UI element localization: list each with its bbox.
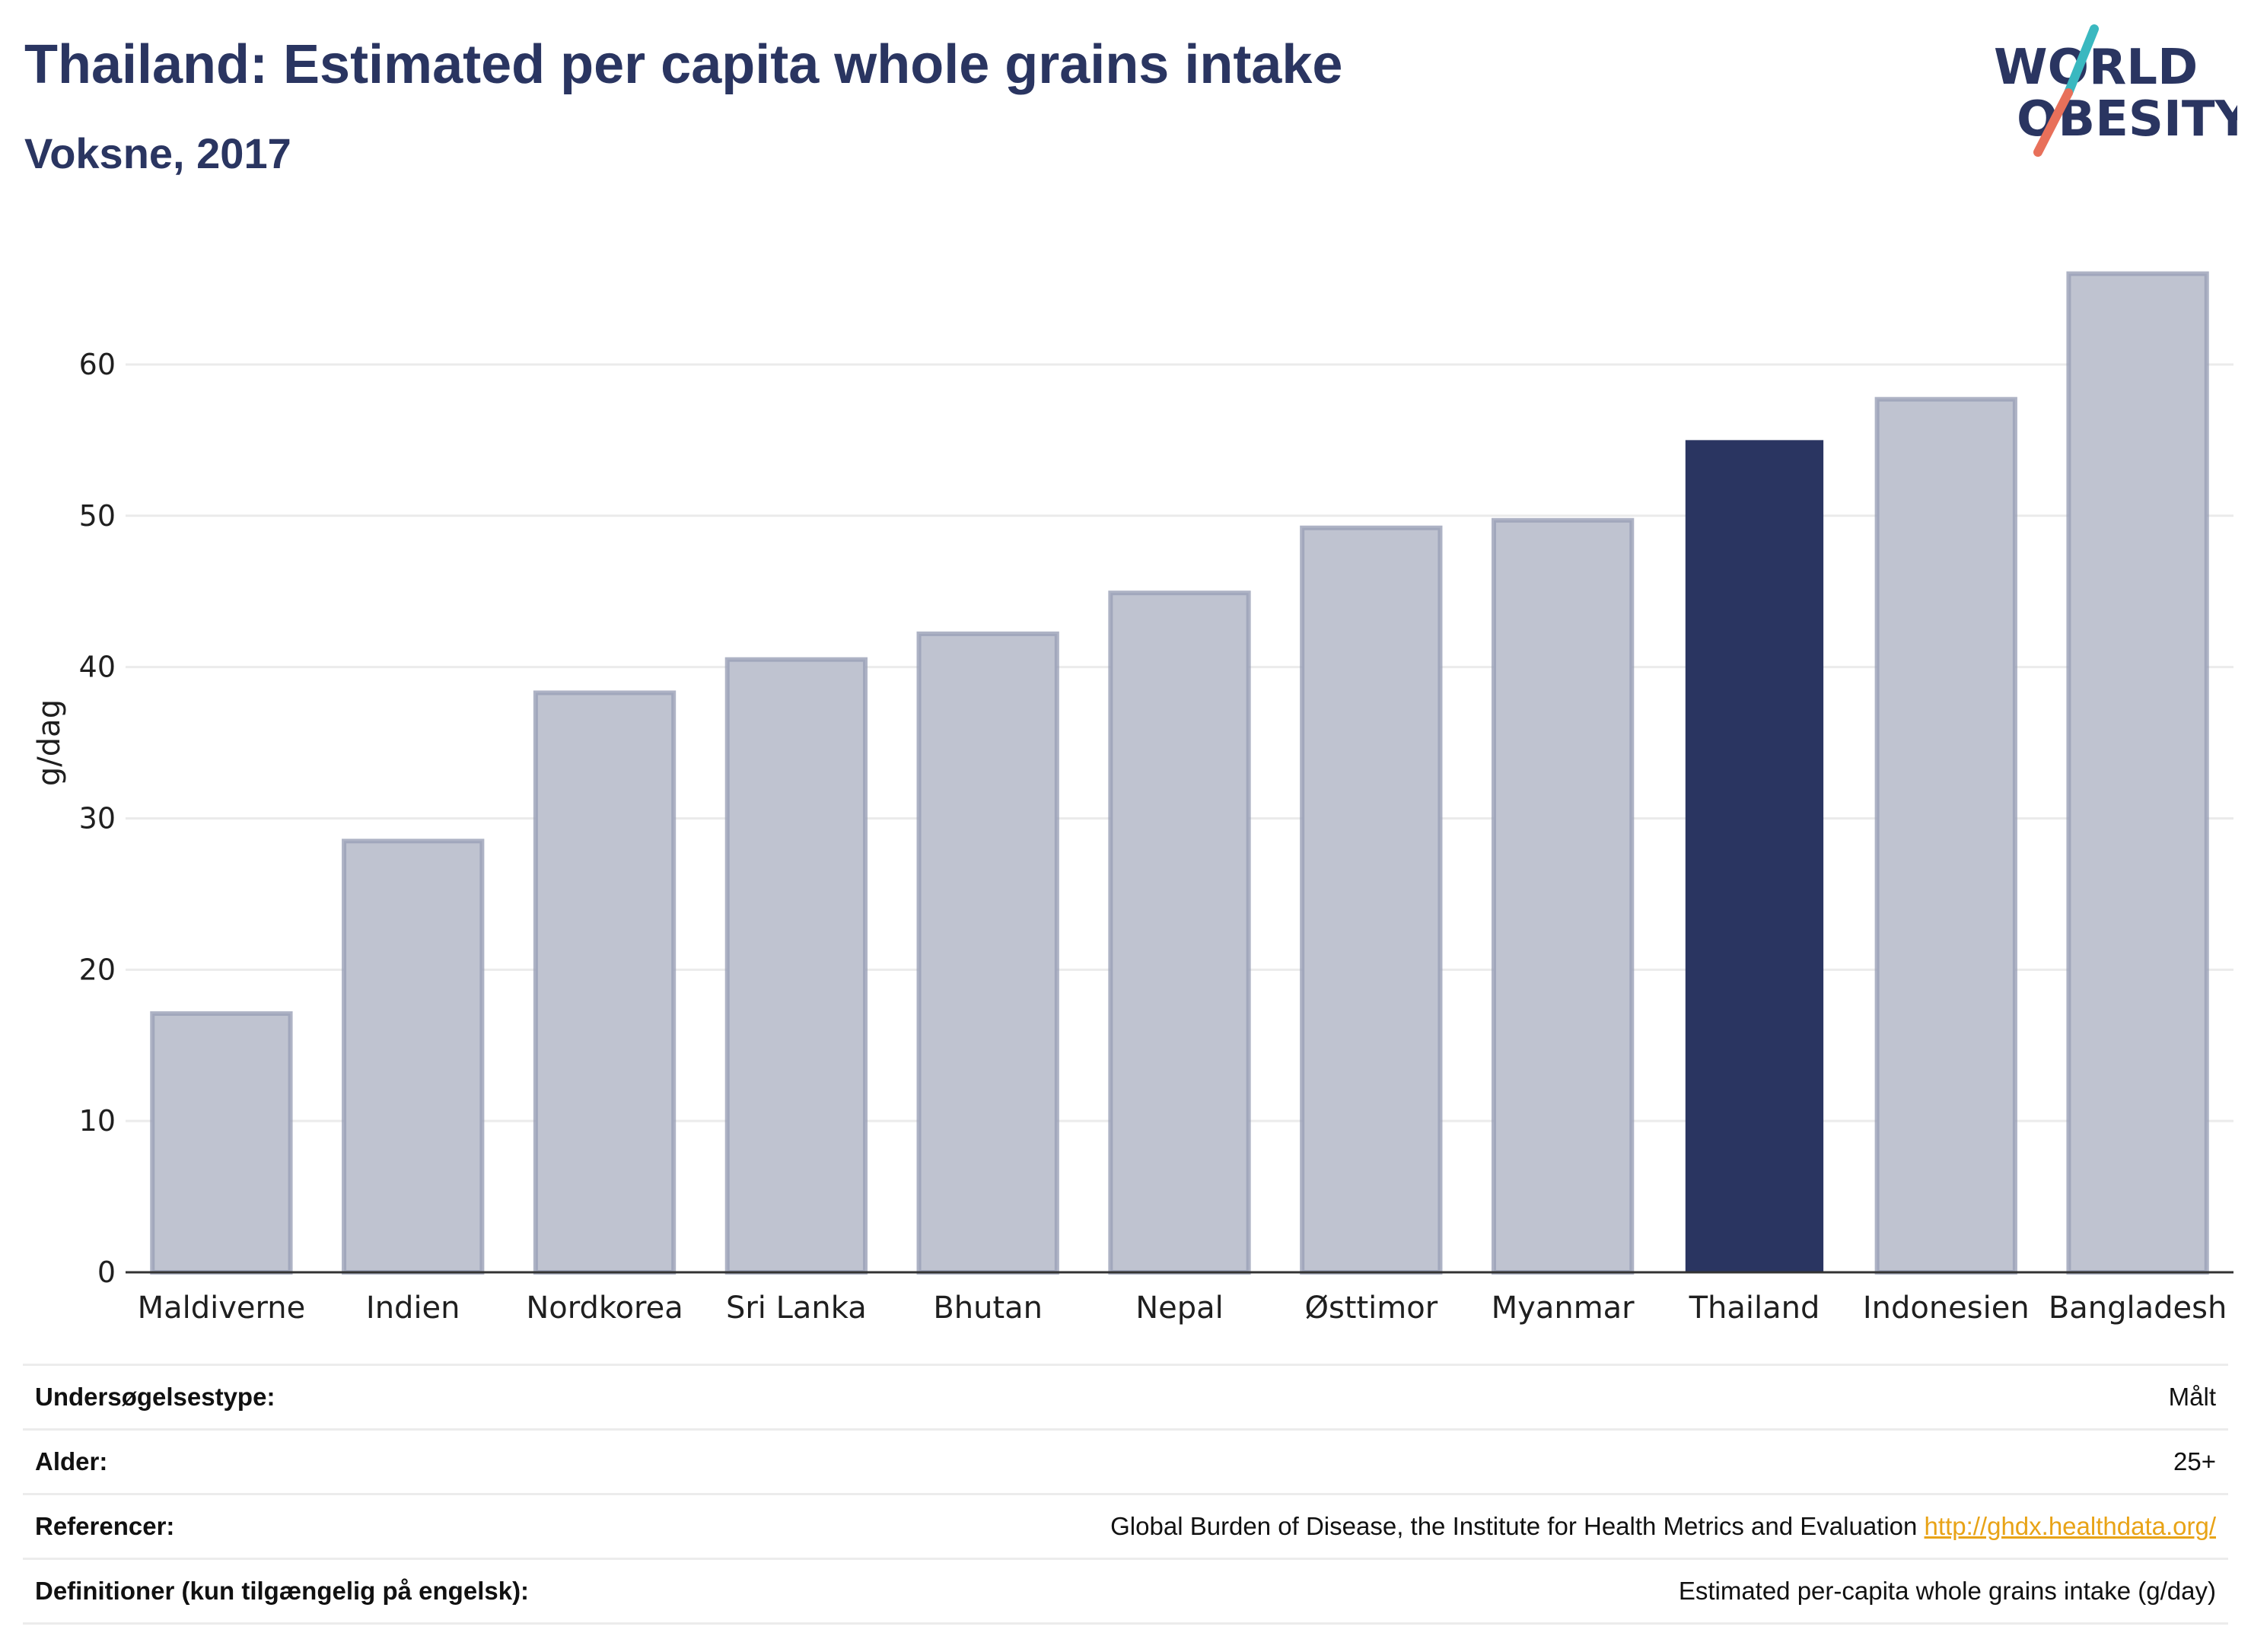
x-tick-label: Myanmar [1492,1291,1635,1326]
y-tick-label: 0 [97,1256,116,1289]
y-tick-label: 20 [79,953,116,986]
metadata-label: Definitioner (kun tilgængelig på engelsk… [35,1577,530,1605]
bar-bhutan[interactable] [916,631,1059,1275]
y-axis-label: g/dag [32,699,67,786]
metadata-value-text: Målt [2168,1383,2216,1411]
y-tick-label: 30 [79,801,116,835]
x-tick-label: Østtimor [1304,1291,1438,1326]
metadata-value: Målt [2169,1383,2228,1412]
bar-thailand[interactable] [1685,440,1824,1272]
metadata-row: Alder: 25+ [23,1428,2228,1493]
logo-slash-top [2064,24,2099,97]
chart-subtitle: Voksne, 2017 [24,129,291,177]
y-tick-label: 60 [79,348,116,381]
x-tick-label: Indien [366,1291,460,1326]
bar-chart: 0 10 20 30 40 50 60 Maldiverne Indien Nordkorea Sr… [32,271,2233,1326]
bar-bangladesh[interactable] [2066,271,2209,1275]
bar-sri-lanka[interactable] [724,657,868,1275]
metadata-value-text: Estimated per-capita whole grains intake… [1678,1577,2216,1605]
metadata-value-text: Global Burden of Disease, the Institute … [1110,1512,1925,1540]
metadata-label: Referencer: [35,1512,175,1540]
y-tick-label: 40 [79,651,116,684]
bar-indonesien[interactable] [1874,396,2017,1275]
reference-link[interactable]: http://ghdx.healthdata.org/ [1924,1512,2216,1540]
bar-maldiverne[interactable] [150,1011,293,1275]
bar-nordkorea[interactable] [533,690,677,1275]
metadata-row: Undersøgelsestype: Målt [23,1364,2228,1428]
bar-indien[interactable] [342,839,485,1275]
logo-line1: WORLD [1994,40,2198,96]
x-tick-label: Bhutan [933,1291,1043,1326]
metadata-value: Global Burden of Disease, the Institute … [1110,1512,2228,1541]
metadata-row: Definitioner (kun tilgængelig på engelsk… [23,1558,2228,1625]
x-tick-label: Nordkorea [526,1291,683,1326]
x-tick-label: Indonesien [1863,1291,2030,1326]
y-tick-label: 50 [79,499,116,533]
bar-myanmar[interactable] [1491,517,1635,1275]
metadata-label: Alder: [35,1447,108,1475]
world-obesity-logo: WORLD OBESITY [1994,24,2237,157]
metadata-label: Undersøgelsestype: [35,1383,275,1411]
x-tick-label: Maldiverne [138,1291,306,1326]
y-tick-label: 10 [79,1104,116,1138]
chart-title: Thailand: Estimated per capita whole gra… [24,34,1343,95]
logo-slash-bottom [2033,88,2073,157]
bar-nepal[interactable] [1108,590,1251,1275]
x-tick-label: Sri Lanka [726,1291,867,1326]
x-tick-label: Nepal [1135,1291,1224,1326]
metadata-value: 25+ [2173,1447,2228,1476]
bar-østtimor[interactable] [1300,525,1443,1275]
x-tick-label: Bangladesh [2049,1291,2227,1326]
x-tick-label: Thailand [1689,1291,1820,1326]
metadata-row: Referencer: Global Burden of Disease, the… [23,1493,2228,1558]
metadata-table: Undersøgelsestype: Målt Alder: 25+ Reference… [23,1364,2228,1625]
metadata-value-text: 25+ [2173,1447,2216,1475]
metadata-value: Estimated per-capita whole grains intake… [1679,1577,2228,1606]
